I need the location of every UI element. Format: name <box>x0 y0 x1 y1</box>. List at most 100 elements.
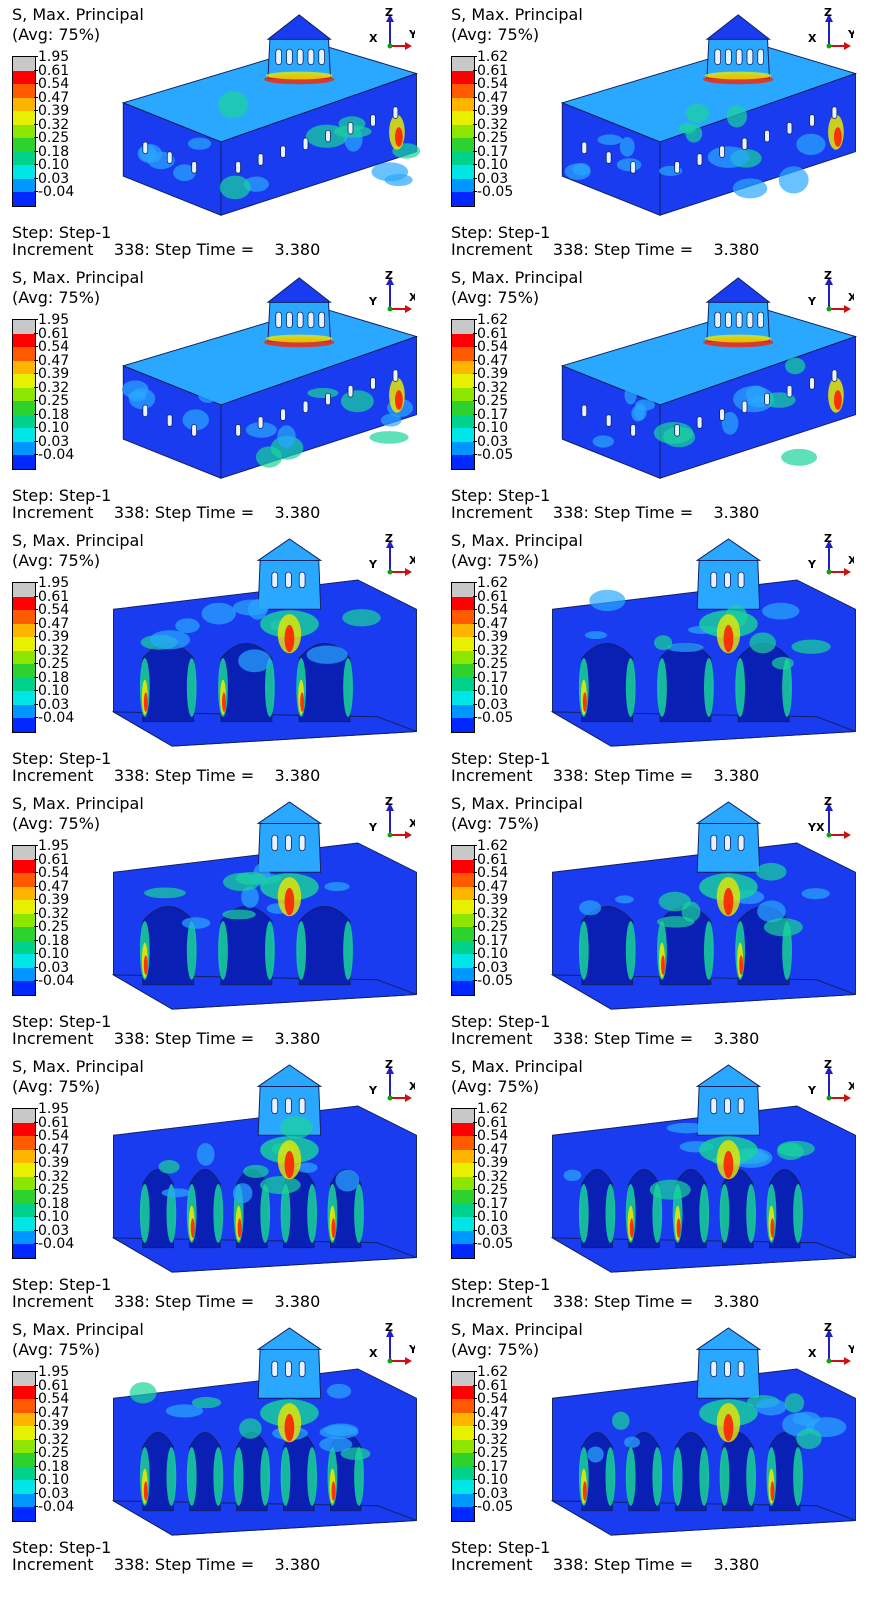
legend-tick-mark <box>473 1425 477 1426</box>
legend-tick-mark <box>34 123 38 125</box>
color-swatch <box>452 718 474 732</box>
stress-patch <box>265 658 275 717</box>
increment-label: Increment 338: Step Time = 3.380 <box>12 1029 321 1048</box>
stress-patch <box>833 127 842 147</box>
dome-cone <box>266 14 332 40</box>
building-model <box>550 801 856 1010</box>
color-scale-legend <box>12 1371 36 1522</box>
legend-tick-label: 0.54 <box>477 76 509 92</box>
stress-patch <box>625 658 636 717</box>
axis-label: X <box>409 817 415 830</box>
contour-title: S, Max. Principal (Avg: 75%) <box>451 5 583 45</box>
legend-tick-mark <box>34 83 38 84</box>
legend-tick-mark <box>34 1202 38 1204</box>
legend-tick-mark <box>34 703 38 705</box>
legend-tick-label: 0.17 <box>477 143 509 160</box>
color-swatch <box>452 886 474 900</box>
window-opening <box>714 48 722 66</box>
stress-patch <box>186 1447 197 1506</box>
stress-patch <box>143 692 148 712</box>
color-swatch <box>13 441 35 455</box>
legend-tick-label: 0.39 <box>38 1418 70 1434</box>
window-opening <box>710 1097 718 1115</box>
legend-tick-label: 0.39 <box>477 1155 509 1171</box>
legend-tick-label: 0.25 <box>38 1445 70 1461</box>
color-swatch <box>13 1149 35 1163</box>
legend-tick-label: 0.18 <box>38 669 70 686</box>
color-swatch <box>13 1412 35 1426</box>
legend-tick-mark <box>473 622 477 624</box>
stress-patch <box>128 391 147 402</box>
stress-patch <box>213 1184 224 1243</box>
stress-patch <box>791 639 831 654</box>
color-swatch <box>452 704 474 718</box>
arch-opening <box>189 1169 221 1249</box>
axis-label: Z <box>385 271 393 282</box>
color-swatch <box>13 981 35 995</box>
color-swatch <box>452 1122 474 1136</box>
arch-opening <box>768 1432 801 1512</box>
window-opening <box>674 424 680 437</box>
stress-patch <box>143 1481 148 1501</box>
color-swatch <box>452 1453 474 1467</box>
step-label: Step: Step-1 <box>12 749 112 768</box>
window-opening <box>347 384 354 398</box>
legend-tick-label: 0.10 <box>477 157 509 173</box>
color-swatch <box>452 583 474 597</box>
legend-tick-mark <box>473 1135 477 1136</box>
color-swatch <box>452 455 474 469</box>
window-opening <box>370 114 376 127</box>
stress-patch <box>265 334 333 343</box>
window-opening <box>142 141 149 155</box>
window-opening <box>318 48 326 66</box>
stress-patch <box>342 609 381 627</box>
stress-patch <box>796 1428 822 1450</box>
color-swatch <box>13 1507 35 1521</box>
color-swatch <box>13 718 35 732</box>
stress-patch <box>793 1184 803 1243</box>
legend-tick-label: 0.03 <box>477 696 509 713</box>
legend-tick-label: 0.54 <box>38 602 70 618</box>
increment-label: Increment 338: Step Time = 3.380 <box>451 1292 760 1311</box>
building-model <box>121 14 421 216</box>
stress-patch <box>369 431 409 444</box>
legend-tick-label: 0.10 <box>38 683 70 699</box>
stress-patch <box>704 658 714 717</box>
legend-tick-label: 0.03 <box>477 170 509 187</box>
color-swatch <box>452 97 474 111</box>
legend-tick-label: 0.10 <box>38 420 70 436</box>
stress-patch <box>629 1218 634 1238</box>
color-swatch <box>452 1149 474 1163</box>
step-label: Step: Step-1 <box>12 486 112 505</box>
stress-patch <box>746 1184 756 1243</box>
window-opening <box>271 834 279 852</box>
window-opening <box>710 571 718 589</box>
legend-tick-label: 0.18 <box>38 406 70 423</box>
legend-tick-label: 0.10 <box>38 946 70 962</box>
legend-tick-label: 0.10 <box>477 946 509 962</box>
legend-tick-mark <box>34 319 38 320</box>
legend-tick-label: 0.25 <box>477 919 509 935</box>
legend-tick-mark <box>34 609 38 610</box>
window-opening <box>786 384 793 398</box>
legend-tick-mark <box>34 649 38 651</box>
variable-label: S, Max. Principal <box>12 794 144 813</box>
stress-patch <box>166 1447 177 1506</box>
stress-patch <box>589 589 626 612</box>
color-swatch <box>452 387 474 401</box>
arch-opening <box>581 1169 613 1249</box>
legend-tick-label: 0.54 <box>477 602 509 618</box>
stress-patch <box>672 1447 683 1506</box>
contour-title: S, Max. Principal (Avg: 75%) <box>12 1057 144 1097</box>
stress-patch <box>699 1184 710 1243</box>
color-swatch <box>13 900 35 914</box>
legend-tick-label: -0.05 <box>477 184 514 200</box>
color-swatch <box>13 1122 35 1136</box>
stress-panel: S, Max. Principal (Avg: 75%) 1.95 0.61 0.54 0… <box>0 789 439 1059</box>
stress-patch <box>746 1447 756 1506</box>
legend-tick-mark <box>34 1371 38 1372</box>
legend-tick-mark <box>473 400 477 401</box>
legend-tick-mark <box>473 373 477 374</box>
stress-patch <box>158 1159 180 1174</box>
legend-tick-mark <box>34 1175 38 1177</box>
